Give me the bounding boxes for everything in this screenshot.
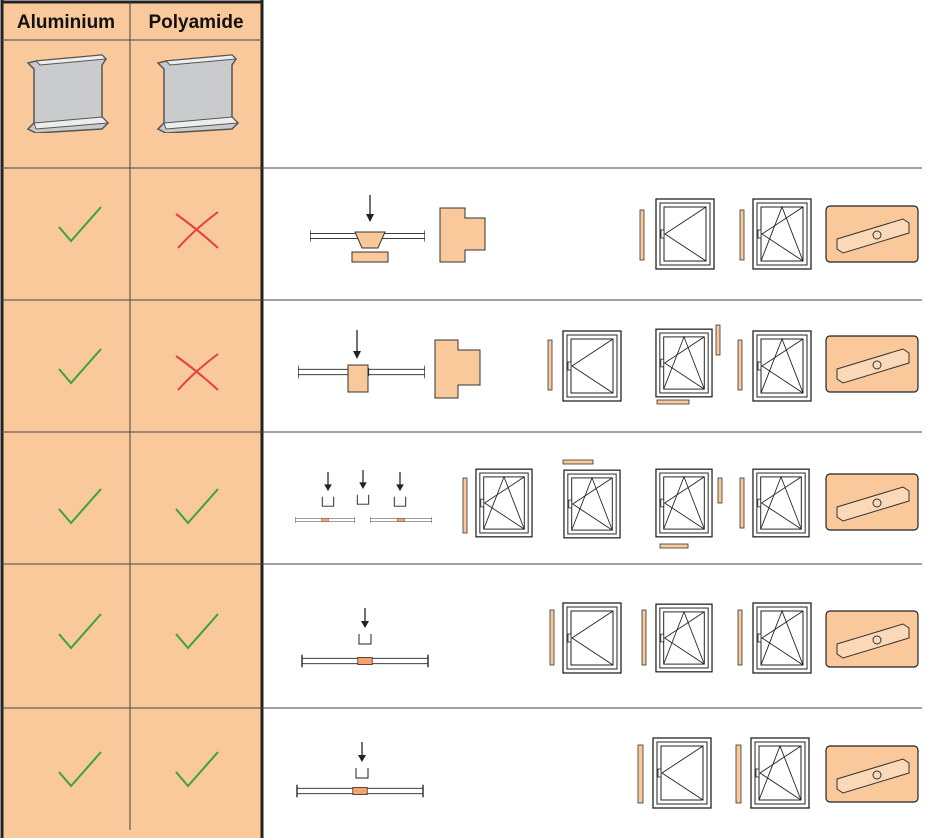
- row-1-drawings: [310, 195, 919, 270]
- polyamide-profile: [157, 54, 239, 133]
- aluminium-profile: [27, 54, 109, 133]
- row-4-drawings: [301, 602, 919, 674]
- header-polyamide: Polyamide: [148, 12, 243, 33]
- row-3-drawings: [295, 459, 919, 549]
- panel-border: [0, 0, 264, 838]
- grid-lines: [2, 2, 922, 830]
- left-panel: [2, 2, 262, 838]
- row-2-drawings: [298, 324, 919, 405]
- header-aluminium: Aluminium: [17, 12, 115, 33]
- row-5-drawings: [296, 737, 919, 809]
